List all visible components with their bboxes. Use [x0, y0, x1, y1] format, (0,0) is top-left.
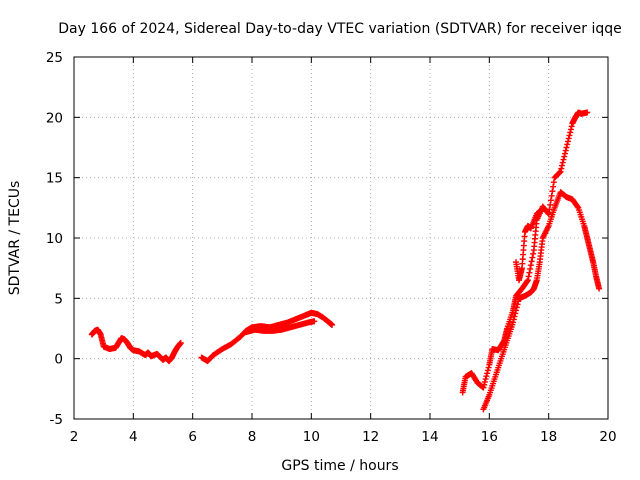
data-point — [561, 150, 568, 157]
y-tick-label: 0 — [54, 352, 63, 368]
x-tick-label: 14 — [421, 429, 438, 445]
data-series — [88, 109, 603, 413]
data-point — [513, 307, 520, 314]
data-point — [574, 203, 581, 210]
data-point — [547, 197, 554, 204]
x-tick-label: 2 — [70, 429, 79, 445]
x-tick-label: 20 — [599, 429, 616, 445]
x-tick-label: 10 — [303, 429, 320, 445]
data-point — [515, 298, 522, 305]
y-axis-title: SDTVAR / TECUs — [7, 181, 23, 296]
axis-ticks: 2 4 6 8 10 12 14 16 18 20 -5 0 5 10 15 20 25 — [46, 50, 617, 445]
y-tick-label: 15 — [46, 171, 63, 187]
data-point — [546, 206, 553, 213]
series-arc-3c — [513, 206, 546, 284]
series-arc-3b — [480, 189, 603, 413]
data-point — [510, 316, 517, 323]
data-point — [177, 339, 184, 346]
data-point — [568, 123, 575, 130]
y-tick-label: 20 — [46, 110, 63, 126]
x-tick-label: 6 — [188, 429, 197, 445]
data-point — [566, 132, 573, 139]
data-point — [510, 319, 517, 326]
data-point — [485, 364, 492, 371]
y-tick-label: 10 — [46, 231, 63, 247]
x-tick-label: 12 — [362, 429, 379, 445]
data-point — [481, 381, 488, 388]
data-point — [567, 126, 574, 133]
data-point — [528, 258, 535, 265]
data-point — [527, 262, 534, 269]
data-point — [483, 373, 490, 380]
data-point — [545, 210, 552, 217]
data-point — [557, 168, 564, 175]
data-point — [482, 376, 489, 383]
data-point — [565, 135, 572, 142]
data-point — [530, 250, 537, 257]
data-point — [484, 370, 491, 377]
data-point — [547, 201, 554, 208]
data-point — [544, 209, 551, 216]
data-point — [584, 109, 591, 116]
data-point — [526, 269, 533, 276]
series-arc-2 — [198, 309, 336, 365]
data-point — [556, 169, 563, 176]
grid-lines — [74, 57, 608, 419]
data-point — [527, 265, 534, 272]
data-point — [524, 278, 531, 285]
data-point — [484, 367, 491, 374]
data-point — [564, 141, 571, 148]
data-point — [511, 313, 518, 320]
data-point — [558, 165, 565, 172]
x-tick-label: 16 — [481, 429, 498, 445]
data-point — [514, 301, 521, 308]
data-point — [550, 179, 557, 186]
data-point — [480, 384, 487, 391]
data-point — [567, 129, 574, 136]
data-point — [539, 206, 546, 213]
data-point — [524, 277, 531, 284]
data-point — [500, 338, 507, 345]
data-point — [561, 153, 568, 160]
data-point — [564, 138, 571, 145]
data-point — [549, 188, 556, 195]
series-arc-1 — [88, 326, 184, 365]
y-tick-label: 5 — [54, 291, 63, 307]
data-point — [329, 321, 336, 328]
data-point — [550, 183, 557, 190]
data-point — [525, 273, 532, 280]
series-arc-3 — [459, 109, 591, 396]
data-point — [562, 147, 569, 154]
x-tick-label: 18 — [540, 429, 557, 445]
x-tick-label: 4 — [129, 429, 138, 445]
data-point — [513, 304, 520, 311]
data-point — [512, 310, 519, 317]
data-point — [529, 254, 536, 261]
series-arc-2b — [243, 318, 318, 336]
data-point — [559, 162, 566, 169]
data-point — [548, 192, 555, 199]
data-point — [596, 285, 603, 292]
data-point — [563, 144, 570, 151]
x-axis-title: GPS time / hours — [281, 458, 398, 474]
data-point — [311, 318, 318, 325]
data-point — [559, 159, 566, 166]
data-point — [560, 156, 567, 163]
y-tick-label: -5 — [50, 412, 63, 428]
x-tick-label: 8 — [248, 429, 257, 445]
chart-title: Day 166 of 2024, Sidereal Day-to-day VTE… — [58, 21, 622, 37]
y-tick-label: 25 — [46, 50, 63, 66]
data-point — [481, 378, 488, 385]
